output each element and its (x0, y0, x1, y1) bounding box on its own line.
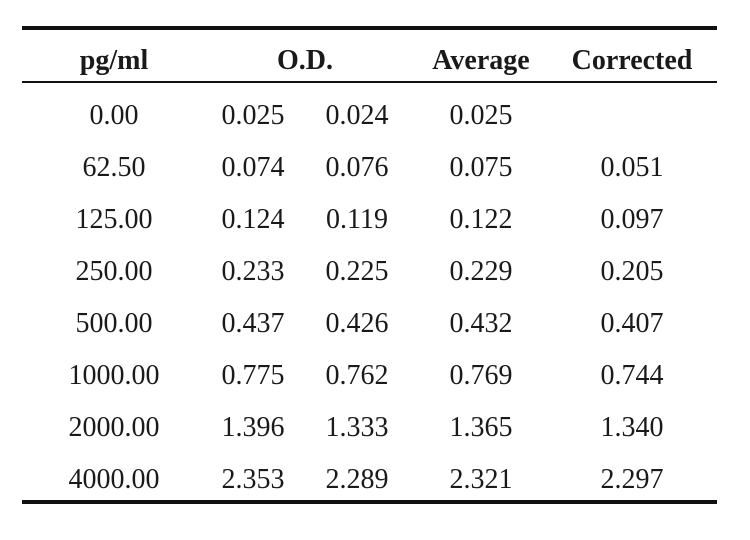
od-replicate-1-cell: 0.025 (221, 100, 285, 131)
average-cell: 0.432 (449, 308, 513, 339)
corrected-cell: 1.340 (600, 412, 664, 443)
concentration-cell: 1000.00 (68, 360, 160, 391)
average-cell: 0.769 (449, 360, 513, 391)
concentration-cell: 125.00 (75, 204, 153, 235)
corrected-cell: 0.407 (600, 308, 664, 339)
header-rule (22, 81, 717, 83)
corrected-cell: 2.297 (600, 464, 664, 495)
table-row: 125.00 0.124 0.119 0.122 0.097 (0, 200, 750, 240)
corrected-cell: 0.744 (600, 360, 664, 391)
od-replicate-1-cell: 0.775 (221, 360, 285, 391)
average-cell: 2.321 (449, 464, 513, 495)
bottom-rule (22, 500, 717, 504)
average-cell: 1.365 (449, 412, 513, 443)
concentration-cell: 2000.00 (68, 412, 160, 443)
header-average: Average (432, 45, 530, 76)
od-replicate-1-cell: 0.074 (221, 152, 285, 183)
concentration-cell: 4000.00 (68, 464, 160, 495)
od-replicate-1-cell: 2.353 (221, 464, 285, 495)
corrected-cell: 0.205 (600, 256, 664, 287)
od-replicate-2-cell: 0.426 (325, 308, 389, 339)
concentration-cell: 62.50 (82, 152, 146, 183)
header-corrected: Corrected (571, 45, 693, 76)
od-replicate-2-cell: 0.076 (325, 152, 389, 183)
average-cell: 0.075 (449, 152, 513, 183)
table-row: 1000.00 0.775 0.762 0.769 0.744 (0, 356, 750, 396)
od-replicate-1-cell: 1.396 (221, 412, 285, 443)
od-replicate-1-cell: 0.437 (221, 308, 285, 339)
header-concentration: pg/ml (79, 45, 149, 76)
concentration-cell: 0.00 (89, 100, 139, 131)
table-row: 500.00 0.437 0.426 0.432 0.407 (0, 304, 750, 344)
concentration-cell: 500.00 (75, 308, 153, 339)
table-row: 2000.00 1.396 1.333 1.365 1.340 (0, 408, 750, 448)
average-cell: 0.229 (449, 256, 513, 287)
concentration-cell: 250.00 (75, 256, 153, 287)
corrected-cell: 0.051 (600, 152, 664, 183)
od-replicate-2-cell: 1.333 (325, 412, 389, 443)
header-od: O.D. (277, 45, 333, 76)
od-replicate-1-cell: 0.124 (221, 204, 285, 235)
od-replicate-2-cell: 0.762 (325, 360, 389, 391)
table-row: 0.00 0.025 0.024 0.025 (0, 96, 750, 136)
table-row: 250.00 0.233 0.225 0.229 0.205 (0, 252, 750, 292)
average-cell: 0.122 (449, 204, 513, 235)
corrected-cell: 0.097 (600, 204, 664, 235)
od-replicate-2-cell: 0.024 (325, 100, 389, 131)
table-row: 4000.00 2.353 2.289 2.321 2.297 (0, 460, 750, 500)
od-replicate-2-cell: 2.289 (325, 464, 389, 495)
average-cell: 0.025 (449, 100, 513, 131)
od-replicate-2-cell: 0.225 (325, 256, 389, 287)
table-row: 62.50 0.074 0.076 0.075 0.051 (0, 148, 750, 188)
od-replicate-1-cell: 0.233 (221, 256, 285, 287)
od-replicate-2-cell: 0.119 (326, 204, 388, 235)
top-rule (22, 26, 717, 30)
